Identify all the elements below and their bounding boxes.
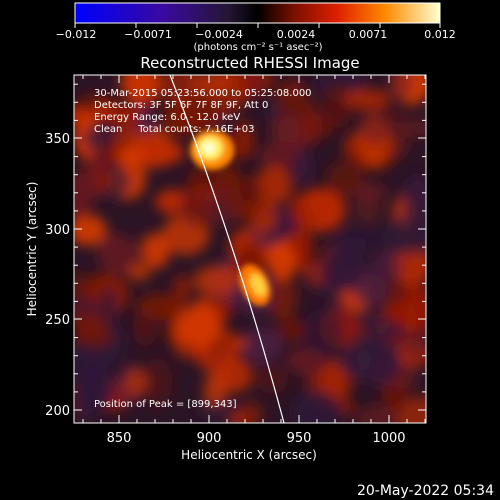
solar-limb [169,75,285,423]
colorbar-tick: −0.0024 [195,28,243,41]
x-tick-label: 900 [197,431,222,446]
colorbar-tick: 0.0071 [349,28,388,41]
colorbar-tick: 0.0024 [277,28,316,41]
info-peak-position: Position of Peak = [899,343] [94,399,237,410]
y-tick-label: 300 [45,223,70,238]
colorbar-gradient [74,2,441,24]
info-detectors: Detectors: 3F 5F 6F 7F 8F 9F, Att 0 [94,100,268,111]
colorbar-tick: −0.012 [56,28,97,41]
axis-ticks [74,75,426,423]
y-axis-label: Heliocentric Y (arcsec) [25,182,39,317]
y-tick-label: 200 [45,404,70,419]
info-clean-counts: Clean Total counts: 7.16E+03 [94,124,254,135]
x-axis-label: Heliocentric X (arcsec) [181,448,317,462]
info-energy-range: Energy Range: 6.0 - 12.0 keV [94,112,240,123]
plot-title: Reconstructed RHESSI Image [140,54,359,72]
x-tick-label: 950 [287,431,312,446]
y-tick-label: 250 [45,313,70,328]
colorbar-unit: (photons cm⁻² s⁻¹ asec⁻²) [193,42,322,53]
colorbar-tick: −0.0071 [124,28,172,41]
info-time-range: 30-Mar-2015 05:23:56.000 to 05:25:08.000 [94,88,312,99]
footer-timestamp: 20-May-2022 05:34 [357,483,494,499]
x-tick-label: 850 [107,431,132,446]
rhessi-image [74,75,426,423]
x-tick-label: 1000 [372,431,405,446]
colorbar: −0.012 −0.0071 −0.0024 0.0024 0.0071 0.0… [56,2,456,53]
plot-frame [73,74,427,424]
colorbar-tick: 0.012 [424,28,456,41]
y-tick-label: 350 [45,132,70,147]
info-overlay: 30-Mar-2015 05:23:56.000 to 05:25:08.000… [94,88,312,410]
